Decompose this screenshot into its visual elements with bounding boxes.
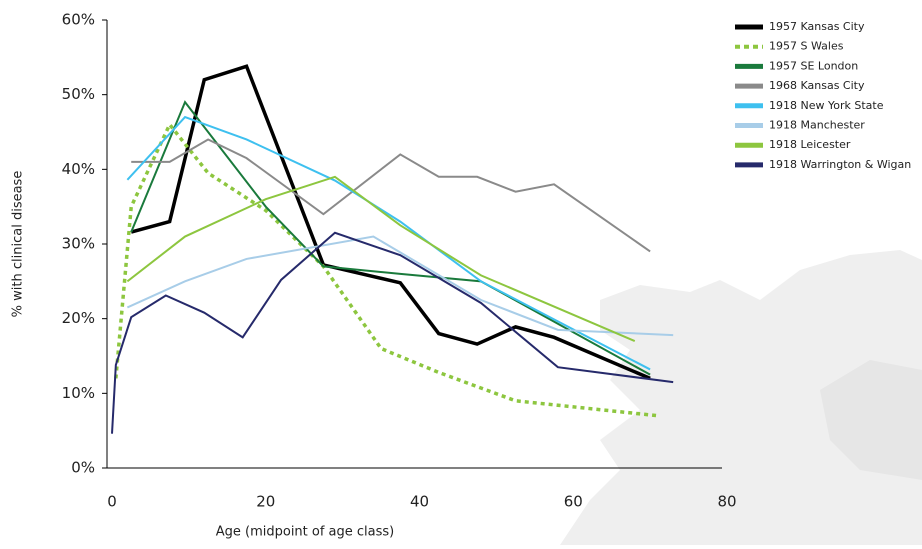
x-tick-label: 20 — [256, 493, 275, 511]
legend-label: 1918 Manchester — [769, 119, 865, 132]
y-tick-label: 30% — [62, 235, 95, 253]
y-tick-label: 10% — [62, 384, 95, 402]
legend-label: 1957 S Wales — [769, 40, 844, 53]
series-line — [130, 100, 651, 376]
x-tick-label: 0 — [107, 493, 117, 511]
x-tick-label: 40 — [410, 493, 429, 511]
legend-label: 1918 New York State — [769, 99, 884, 112]
legend-label: 1957 SE London — [769, 59, 858, 72]
series-line — [114, 121, 658, 418]
series-line — [130, 64, 651, 381]
legend-label: 1968 Kansas City — [769, 79, 865, 92]
y-tick-label: 20% — [62, 309, 95, 327]
y-tick-label: 0% — [71, 459, 95, 477]
y-tick-label: 60% — [62, 11, 95, 29]
series-line — [126, 235, 674, 337]
x-axis-label: Age (midpoint of age class) — [216, 525, 395, 540]
series-line — [111, 231, 674, 434]
y-tick-label: 40% — [62, 160, 95, 178]
legend-label: 1918 Leicester — [769, 138, 851, 151]
y-tick-label: 50% — [62, 85, 95, 103]
x-tick-label: 60 — [564, 493, 583, 511]
y-axis-label: % with clinical disease — [11, 171, 26, 318]
map-background — [560, 250, 922, 545]
legend-label: 1957 Kansas City — [769, 20, 865, 33]
series-line — [131, 138, 651, 253]
legend-label: 1918 Warrington & Wigan — [769, 158, 911, 171]
series-line — [126, 175, 636, 342]
series-line — [126, 115, 651, 371]
x-tick-label: 80 — [717, 493, 736, 511]
